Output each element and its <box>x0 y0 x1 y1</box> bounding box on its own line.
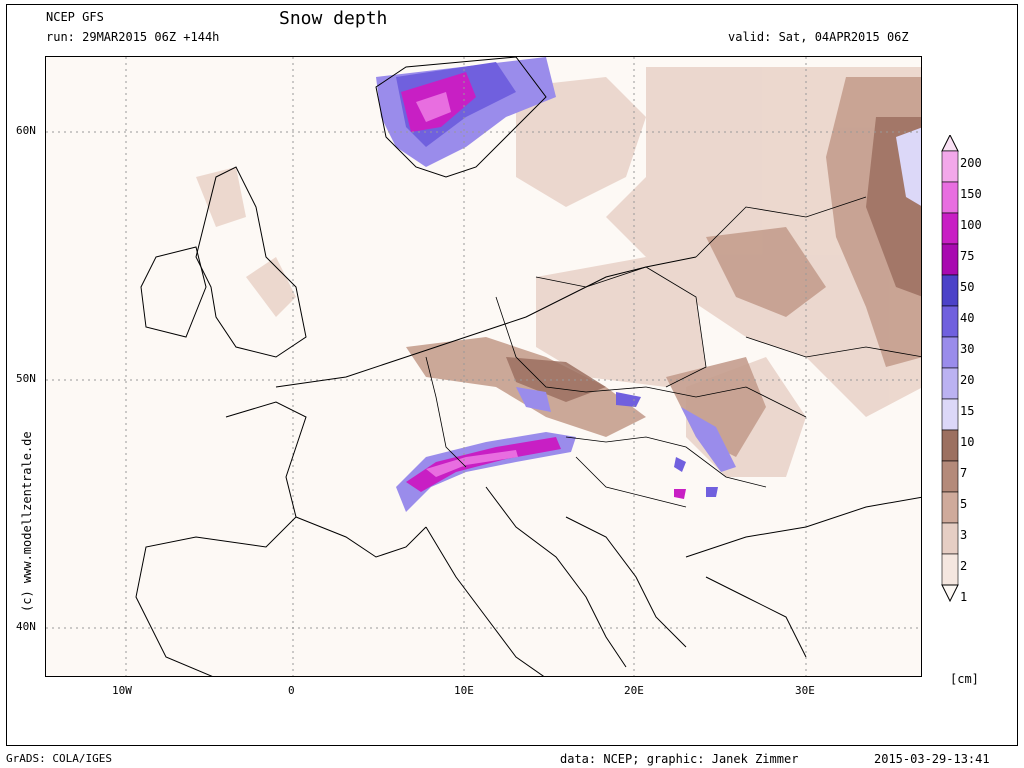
footer-software: GrADS: COLA/IGES <box>6 752 112 765</box>
lon-label-30e: 30E <box>795 684 815 697</box>
lat-label-50n: 50N <box>16 372 36 385</box>
lat-label-40n: 40N <box>16 620 36 633</box>
legend-level-100: 100 <box>960 218 982 232</box>
snow-depth-map <box>45 56 922 677</box>
legend-level-2: 2 <box>960 559 968 573</box>
valid-time: valid: Sat, 04APR2015 06Z <box>728 30 909 44</box>
lat-label-60n: 60N <box>16 124 36 137</box>
lon-label-20e: 20E <box>624 684 644 697</box>
legend-level-7: 7 <box>960 466 968 480</box>
graticule <box>46 57 921 676</box>
snow-scandinavia <box>376 57 921 206</box>
legend-level-50: 50 <box>960 280 975 294</box>
legend-level-30: 30 <box>960 342 975 356</box>
snow-alps <box>396 387 736 512</box>
color-legend: 200 150 100 75 50 40 30 20 15 10 7 5 3 2… <box>938 135 998 625</box>
watermark: (c) www.modellzentrale.de <box>20 431 34 612</box>
legend-swatch <box>941 336 959 369</box>
legend-swatch <box>941 181 959 214</box>
legend-swatch <box>941 398 959 431</box>
legend-swatch <box>941 553 959 586</box>
legend-swatch <box>941 429 959 462</box>
country-borders <box>425 196 921 508</box>
model-name: NCEP GFS <box>46 10 104 24</box>
legend-swatch <box>941 212 959 245</box>
legend-swatch <box>941 274 959 307</box>
legend-unit: [cm] <box>950 672 979 686</box>
legend-swatch <box>941 491 959 524</box>
run-info: run: 29MAR2015 06Z +144h <box>46 30 220 44</box>
legend-level-20: 20 <box>960 373 975 387</box>
legend-level-200: 200 <box>960 156 982 170</box>
legend-swatch <box>941 522 959 555</box>
legend-level-1: 1 <box>960 590 968 604</box>
legend-cap-bottom <box>941 584 959 603</box>
legend-cap-top <box>941 135 959 152</box>
legend-swatch <box>941 367 959 400</box>
image-frame <box>6 4 1018 746</box>
legend-level-5: 5 <box>960 497 968 511</box>
legend-level-75: 75 <box>960 249 975 263</box>
coastlines <box>135 57 921 676</box>
legend-swatch <box>941 460 959 493</box>
legend-level-10: 10 <box>960 435 975 449</box>
map-title: Snow depth <box>279 8 388 29</box>
map-canvas <box>46 57 921 676</box>
footer-credits: data: NCEP; graphic: Janek Zimmer <box>560 752 799 766</box>
lon-label-10e: 10E <box>454 684 474 697</box>
lon-label-10w: 10W <box>112 684 132 697</box>
legend-level-15: 15 <box>960 404 975 418</box>
legend-colorbar <box>941 135 959 603</box>
footer-timestamp: 2015-03-29-13:41 <box>874 752 990 766</box>
legend-swatch <box>941 243 959 276</box>
legend-swatch <box>941 305 959 338</box>
legend-swatch <box>941 150 959 183</box>
lon-label-0: 0 <box>288 684 295 697</box>
legend-level-40: 40 <box>960 311 975 325</box>
legend-level-3: 3 <box>960 528 968 542</box>
legend-level-150: 150 <box>960 187 982 201</box>
